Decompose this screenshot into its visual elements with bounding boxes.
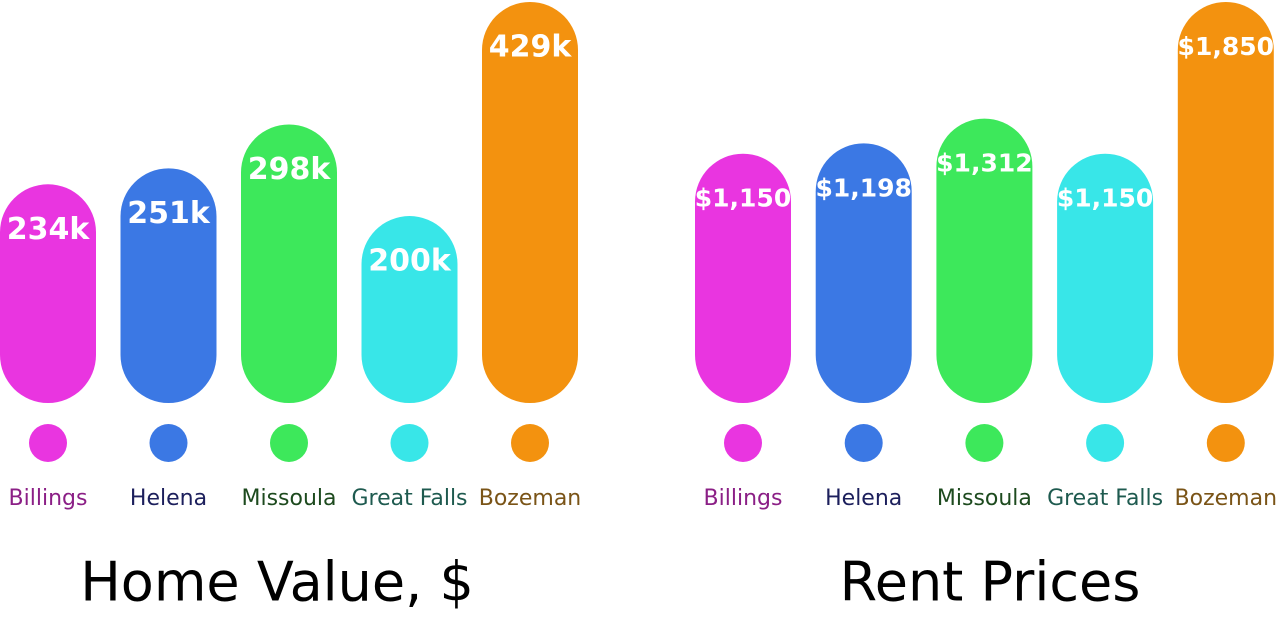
bar (936, 118, 1033, 403)
chart-title: Rent Prices (840, 551, 1141, 614)
category-label: Billings (9, 486, 88, 511)
value-label: 251k (127, 196, 211, 231)
bar (120, 168, 217, 403)
value-label: 298k (248, 152, 332, 187)
legend-dot (965, 424, 1004, 462)
legend-dot (29, 424, 67, 462)
value-label: 200k (368, 244, 452, 279)
bar (1177, 2, 1274, 403)
category-label: Bozeman (1175, 486, 1278, 511)
value-label: $1,150 (695, 184, 791, 213)
bar (1057, 153, 1154, 403)
category-label: Helena (825, 486, 902, 511)
chart-title: Home Value, $ (80, 551, 474, 614)
bar (0, 184, 96, 403)
value-label: 234k (7, 212, 91, 247)
category-label: Great Falls (1047, 486, 1163, 511)
value-label: $1,850 (1178, 32, 1274, 61)
category-label: Great Falls (351, 486, 467, 511)
category-label: Bozeman (479, 486, 582, 511)
legend-dot (724, 424, 762, 462)
bar (815, 143, 912, 403)
value-label: 429k (489, 30, 573, 65)
category-label: Helena (130, 486, 207, 511)
legend-dot (390, 424, 429, 462)
value-label: $1,150 (1057, 184, 1153, 213)
value-label: $1,198 (815, 173, 911, 202)
legend-dot (844, 424, 883, 462)
bar (361, 216, 458, 403)
legend-dot (270, 424, 308, 462)
bar (241, 124, 337, 403)
value-label: $1,312 (936, 149, 1032, 178)
legend-dot (149, 424, 188, 462)
category-label: Billings (704, 486, 783, 511)
category-label: Missoula (241, 486, 336, 511)
category-label: Missoula (937, 486, 1032, 511)
legend-dot (1086, 424, 1125, 462)
legend-dot (511, 424, 549, 462)
legend-dot (1206, 424, 1245, 462)
bar (695, 153, 791, 403)
bar (482, 2, 578, 403)
